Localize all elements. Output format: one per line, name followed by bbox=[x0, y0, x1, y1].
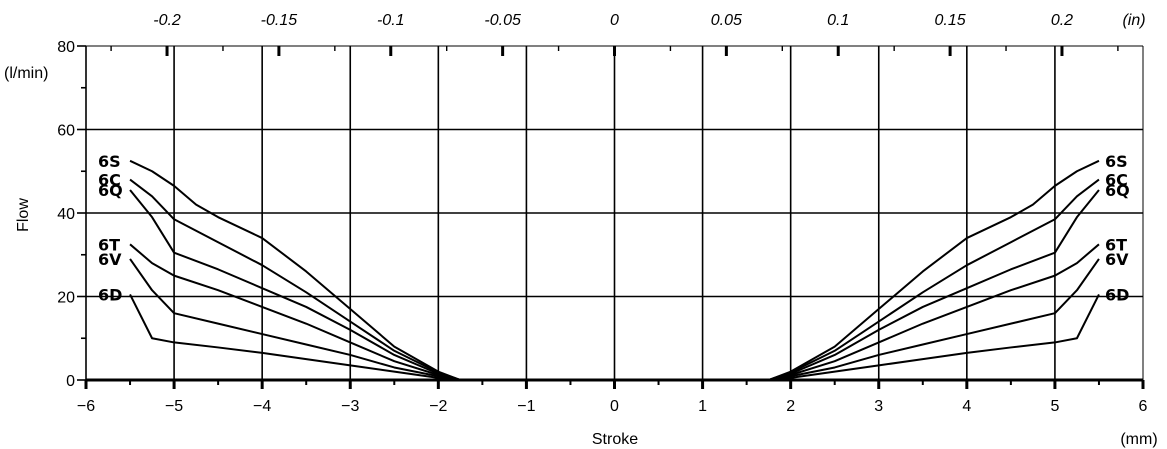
series-label-left-6d: 6D bbox=[98, 285, 122, 304]
series-label-right-6v: 6V bbox=[1105, 250, 1129, 269]
series-label-right-6t: 6T bbox=[1105, 235, 1127, 254]
series-label-left-6t: 6T bbox=[98, 235, 120, 254]
top-axis-unit: (in) bbox=[1122, 12, 1145, 29]
x-tick-label: 0 bbox=[610, 398, 619, 415]
x-tick-label: −2 bbox=[429, 398, 447, 415]
top-tick-label: 0.2 bbox=[1051, 12, 1073, 29]
series-label-left-6s: 6S bbox=[98, 152, 121, 171]
top-tick-label: 0.05 bbox=[711, 12, 742, 29]
series-lines bbox=[129, 159, 1100, 381]
x-tick-label: 2 bbox=[786, 398, 795, 415]
x-axis-title: Stroke bbox=[592, 431, 638, 448]
y-tick-label: 0 bbox=[66, 373, 75, 390]
x-tick-label: −5 bbox=[165, 398, 183, 415]
x-tick-label: −6 bbox=[77, 398, 95, 415]
y-tick-label: 20 bbox=[57, 290, 75, 307]
series-label-left-6q: 6Q bbox=[98, 181, 123, 200]
top-tick-label: -0.1 bbox=[377, 12, 405, 29]
top-tick-label: -0.15 bbox=[261, 12, 298, 29]
series-label-right-6d: 6D bbox=[1105, 285, 1129, 304]
top-tick-label: -0.05 bbox=[484, 12, 521, 29]
x-tick-label: −1 bbox=[517, 398, 535, 415]
y-tick-label: 80 bbox=[57, 39, 75, 56]
top-tick-label: 0.1 bbox=[827, 12, 849, 29]
x-axis-unit: (mm) bbox=[1120, 431, 1157, 448]
x-tick-label: 4 bbox=[962, 398, 971, 415]
y-tick-label: 40 bbox=[57, 206, 75, 223]
y-axis-unit: (l/min) bbox=[4, 65, 48, 82]
x-tick-label: 5 bbox=[1050, 398, 1059, 415]
y-tick-label: 60 bbox=[57, 123, 75, 140]
y-axis-title: Flow bbox=[15, 198, 32, 232]
x-tick-label: 1 bbox=[698, 398, 707, 415]
x-tick-label: 6 bbox=[1139, 398, 1148, 415]
series-label-left-6v: 6V bbox=[98, 250, 122, 269]
series-label-right-6s: 6S bbox=[1105, 152, 1128, 171]
grid bbox=[86, 46, 1143, 380]
x-tick-label: −4 bbox=[253, 398, 271, 415]
top-tick-label: -0.2 bbox=[153, 12, 181, 29]
axes bbox=[77, 45, 1145, 389]
series-label-right-6q: 6Q bbox=[1105, 181, 1130, 200]
top-tick-label: 0 bbox=[610, 12, 619, 29]
x-tick-label: 3 bbox=[874, 398, 883, 415]
x-tick-label: −3 bbox=[341, 398, 359, 415]
series-label-right-6c: 6C bbox=[1105, 171, 1128, 190]
series-label-left-6c: 6C bbox=[98, 171, 121, 190]
top-tick-label: 0.15 bbox=[935, 12, 966, 29]
